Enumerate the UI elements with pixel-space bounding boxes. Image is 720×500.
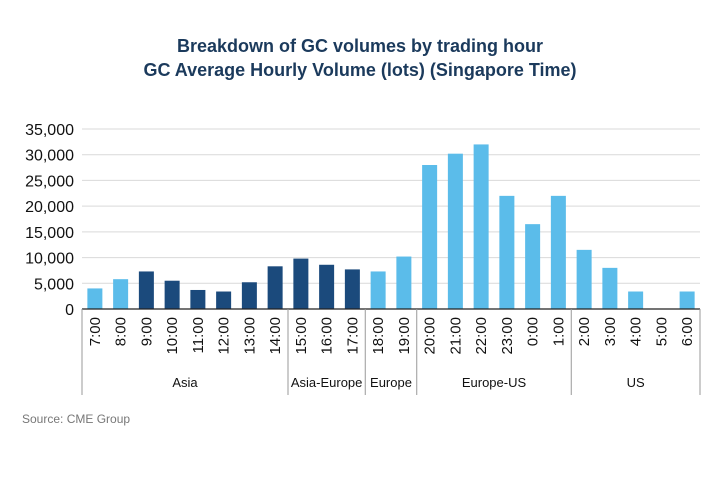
y-tick-label: 0 [65, 302, 74, 319]
x-tick-label: 14:00 [267, 317, 284, 355]
x-tick-label: 2:00 [576, 317, 593, 346]
bar-2-00 [576, 249, 592, 309]
bar-10-00 [164, 280, 180, 309]
y-tick-label: 30,000 [25, 148, 74, 165]
x-tick-label: 6:00 [679, 317, 696, 346]
x-tick-label: 17:00 [344, 317, 361, 355]
bar-17-00 [344, 269, 360, 309]
x-tick-label: 19:00 [396, 317, 413, 355]
bar-3-00 [602, 267, 618, 309]
bar-13-00 [241, 282, 257, 309]
x-tick-label: 0:00 [525, 317, 542, 346]
y-tick-label: 15,000 [25, 225, 74, 242]
session-label: US [627, 375, 645, 390]
y-tick-label: 20,000 [25, 199, 74, 216]
bar-22-00 [473, 144, 489, 309]
bar-21-00 [447, 153, 463, 309]
chart-subtitle: GC Average Hourly Volume (lots) (Singapo… [143, 60, 577, 80]
x-tick-label: 23:00 [499, 317, 516, 355]
bar-9-00 [138, 271, 154, 309]
bar-8-00 [113, 279, 129, 309]
x-tick-label: 8:00 [113, 317, 130, 346]
y-tick-label: 10,000 [25, 251, 74, 268]
y-tick-label: 35,000 [25, 122, 74, 139]
x-tick-label: 12:00 [216, 317, 233, 355]
x-tick-label: 21:00 [447, 317, 464, 355]
x-tick-label: 20:00 [422, 317, 439, 355]
session-label: Europe-US [462, 375, 527, 390]
y-tick-label: 25,000 [25, 173, 74, 190]
x-tick-label: 11:00 [190, 317, 207, 353]
bar-16-00 [319, 264, 335, 309]
bar-0-00 [525, 224, 541, 309]
bar-6-00 [679, 291, 695, 309]
bar-12-00 [216, 291, 232, 309]
chart-title: Breakdown of GC volumes by trading hour [176, 36, 544, 56]
x-tick-label: 3:00 [602, 317, 619, 346]
bar-7-00 [87, 288, 103, 309]
x-tick-label: 10:00 [164, 317, 181, 355]
x-tick-label: 9:00 [138, 317, 155, 346]
x-tick-label: 16:00 [319, 317, 336, 355]
x-tick-label: 22:00 [473, 317, 490, 355]
x-tick-label: 13:00 [241, 317, 258, 355]
x-tick-label: 15:00 [293, 317, 310, 355]
bar-14-00 [267, 266, 283, 309]
bar-4-00 [628, 291, 644, 309]
bar-18-00 [370, 271, 386, 309]
x-tick-label: 1:00 [550, 317, 567, 346]
x-tick-label: 7:00 [87, 317, 104, 346]
x-tick-label: 18:00 [370, 317, 387, 355]
session-label: Asia [172, 375, 198, 390]
x-tick-label: 5:00 [653, 317, 670, 346]
bar-20-00 [422, 165, 438, 309]
session-label: Europe [370, 375, 412, 390]
y-tick-label: 5,000 [34, 276, 74, 293]
bar-1-00 [550, 195, 566, 309]
bar-15-00 [293, 258, 309, 309]
bar-23-00 [499, 195, 515, 309]
x-tick-label: 4:00 [628, 317, 645, 346]
bar-19-00 [396, 256, 412, 309]
session-label: Asia-Europe [291, 375, 363, 390]
bar-11-00 [190, 289, 206, 309]
source-note: Source: CME Group [22, 412, 131, 426]
